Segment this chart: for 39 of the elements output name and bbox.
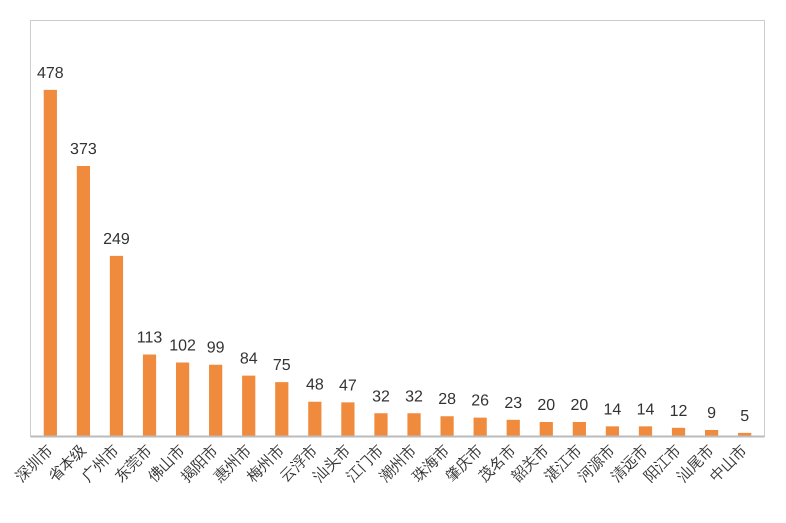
data-label: 478 — [36, 64, 64, 82]
data-label: 47 — [339, 377, 357, 394]
data-label: 84 — [240, 350, 258, 368]
bar — [506, 420, 520, 436]
data-label: 32 — [372, 388, 390, 406]
bar — [407, 413, 421, 436]
data-label: 14 — [636, 401, 654, 418]
data-label: 12 — [670, 402, 688, 420]
bar — [440, 416, 454, 436]
bar — [110, 256, 124, 436]
bar — [275, 382, 288, 436]
bar — [142, 354, 156, 436]
data-label: 23 — [504, 394, 522, 412]
bar — [374, 413, 388, 436]
data-label: 373 — [70, 140, 97, 158]
data-label: 26 — [471, 392, 490, 410]
bar — [474, 418, 487, 436]
bar — [308, 402, 322, 436]
data-label: 32 — [405, 388, 424, 406]
data-label: 99 — [206, 340, 225, 357]
bar — [540, 422, 553, 436]
data-label: 20 — [570, 396, 588, 414]
bar — [76, 166, 90, 436]
data-label: 28 — [438, 391, 456, 408]
data-label: 20 — [537, 396, 556, 414]
bar — [572, 422, 586, 436]
data-label: 14 — [604, 401, 622, 418]
data-label: 102 — [169, 338, 196, 355]
bar — [209, 364, 222, 436]
bar — [242, 376, 256, 436]
data-label: 249 — [103, 230, 130, 248]
data-label: 5 — [740, 408, 750, 425]
bar — [341, 402, 355, 436]
data-label: 75 — [272, 357, 291, 374]
data-label: 48 — [306, 376, 324, 394]
data-label: 113 — [136, 330, 162, 347]
bar — [44, 90, 57, 436]
data-label: 9 — [707, 404, 716, 422]
bar — [176, 362, 190, 436]
